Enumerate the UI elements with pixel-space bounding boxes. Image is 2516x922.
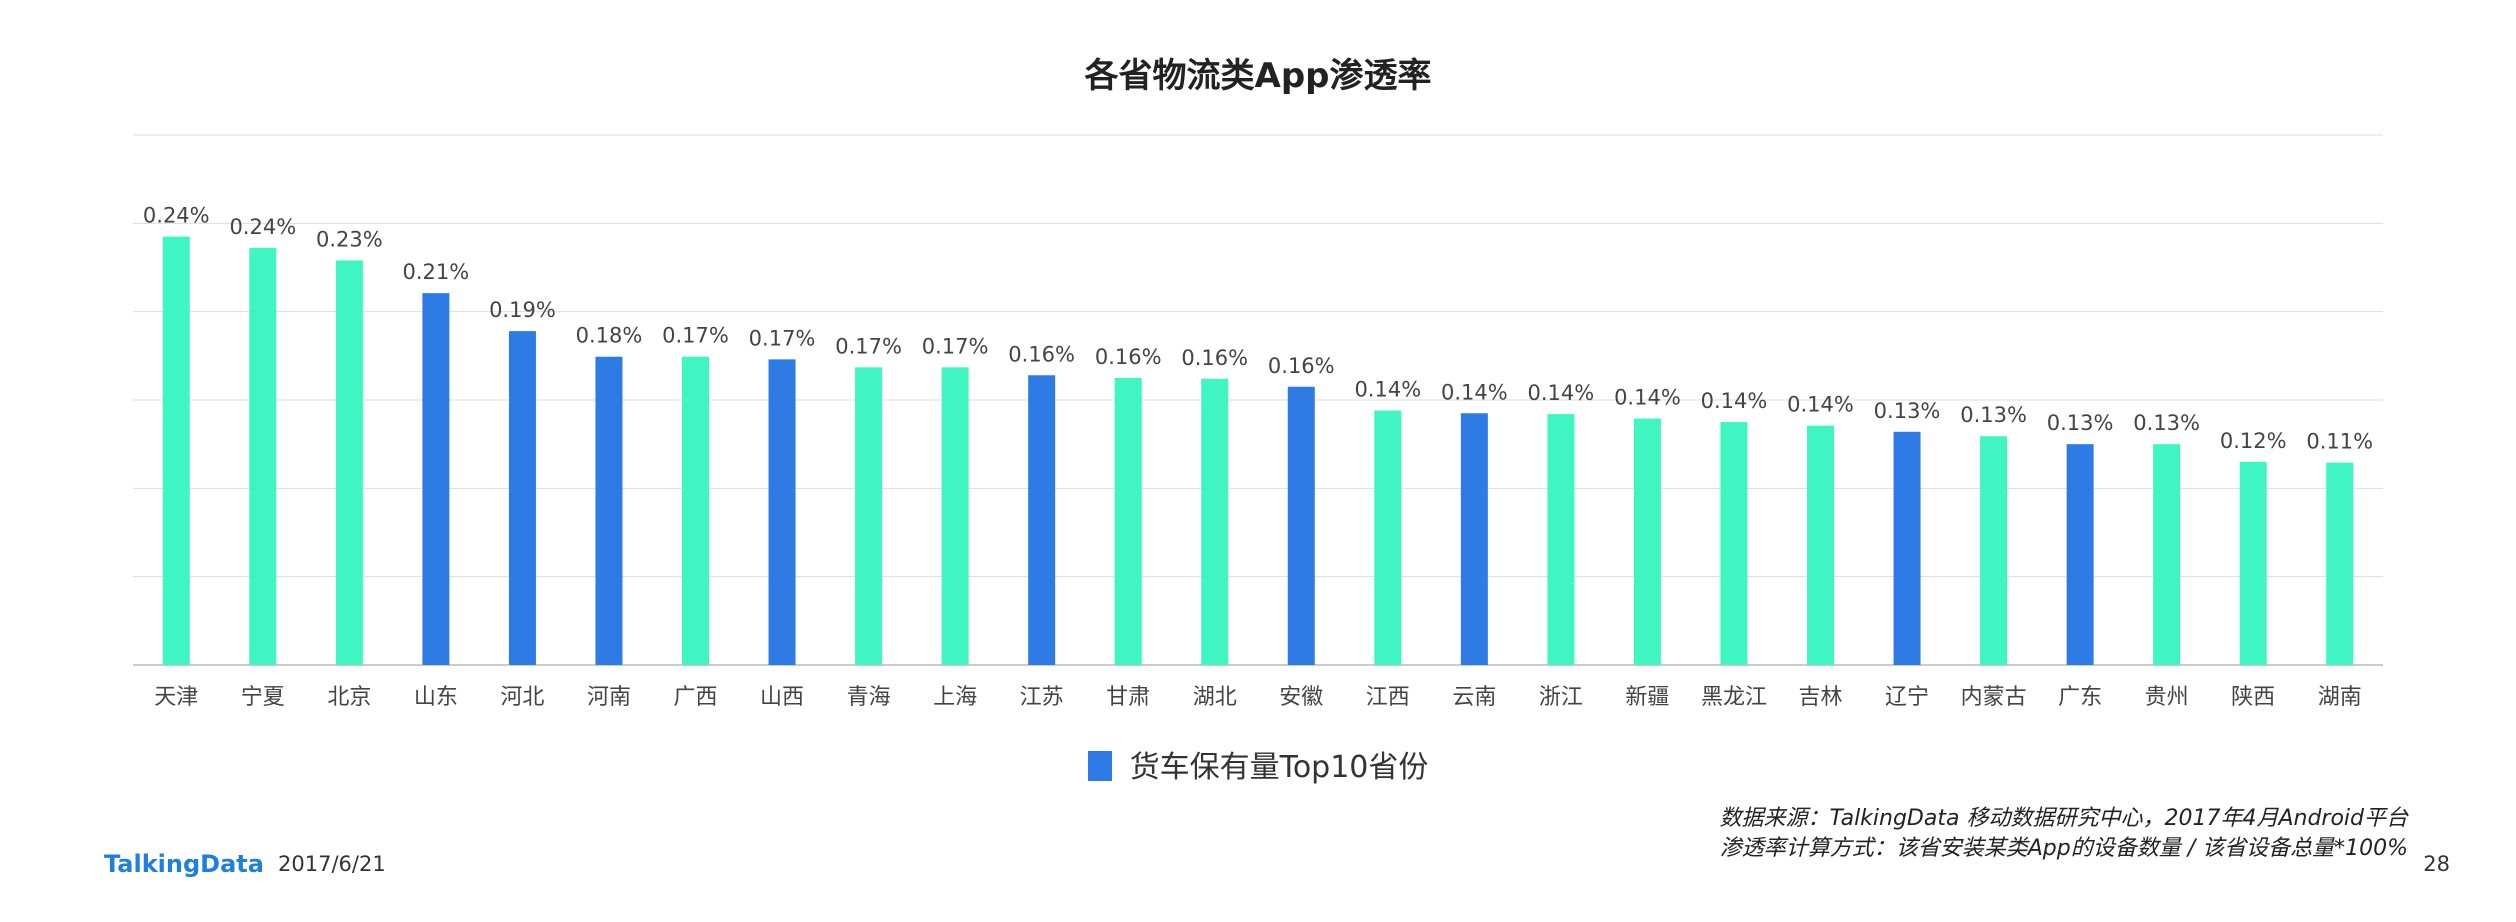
bar-云南 <box>1460 413 1488 665</box>
bar-chart: 0.24% 天津 0.24% 宁夏 0.23% 北京 0.21% 山东 0.19% 河北 0.18%… <box>133 134 2383 710</box>
x-tick-label: 天津 <box>154 685 198 710</box>
bar-吉林 <box>1807 425 1834 665</box>
data-label: 0.14% <box>1528 381 1595 405</box>
data-label: 0.13% <box>2047 411 2114 435</box>
data-label: 0.17% <box>662 324 729 348</box>
x-tick-label: 陕西 <box>2231 685 2275 710</box>
brand-logo: TalkingData <box>104 850 264 878</box>
data-label: 0.19% <box>489 298 556 322</box>
bar-宁夏 <box>249 248 277 666</box>
bar-山东 <box>422 293 450 665</box>
data-label: 0.14% <box>1787 393 1854 417</box>
source-note: 数据来源：TalkingData 移动数据研究中心，2017年4月Android… <box>1719 806 2408 831</box>
x-tick-label: 贵州 <box>2145 685 2189 710</box>
legend-swatch <box>1087 751 1112 781</box>
bar-山西 <box>768 359 796 665</box>
data-label: 0.14% <box>1441 380 1508 404</box>
bar-江西 <box>1374 410 1402 665</box>
bar-北京 <box>335 260 363 665</box>
data-label: 0.16% <box>1268 354 1335 378</box>
x-tick-label: 河南 <box>587 685 631 710</box>
x-tick-label: 辽宁 <box>1885 685 1929 710</box>
bar-内蒙古 <box>1980 436 2008 665</box>
x-tick-label: 内蒙古 <box>1961 685 2027 710</box>
bar-广东 <box>2066 444 2094 665</box>
bar-湖南 <box>2326 462 2354 665</box>
data-label: 0.14% <box>1701 389 1768 413</box>
bar-浙江 <box>1547 414 1575 665</box>
data-label: 0.23% <box>316 227 383 251</box>
data-label: 0.16% <box>1181 346 1248 370</box>
bar-广西 <box>682 356 709 665</box>
legend: 货车保有量Top10省份 <box>0 742 2516 786</box>
report-date: 2017/6/21 <box>278 852 386 876</box>
bar-湖北 <box>1201 378 1229 665</box>
data-label: 0.14% <box>1614 386 1681 410</box>
data-label: 0.18% <box>576 324 643 348</box>
x-tick-label: 江苏 <box>1020 685 1064 710</box>
data-label: 0.14% <box>1354 378 1421 402</box>
data-label: 0.21% <box>403 260 470 284</box>
bar-青海 <box>855 367 883 665</box>
data-label: 0.24% <box>143 204 210 228</box>
x-tick-label: 安徽 <box>1279 685 1323 710</box>
x-tick-label: 宁夏 <box>241 685 285 710</box>
bar-贵州 <box>2153 444 2181 665</box>
bar-陕西 <box>2239 461 2267 665</box>
bar-上海 <box>941 367 969 665</box>
data-label: 0.13% <box>1874 399 1941 423</box>
formula-note: 渗透率计算方式：该省安装某类App的设备数量 / 该省设备总量*100% <box>1719 836 2408 861</box>
x-tick-label: 广西 <box>673 685 717 710</box>
bar-江苏 <box>1028 375 1056 665</box>
data-label: 0.11% <box>2306 430 2373 454</box>
bar-甘肃 <box>1114 377 1142 665</box>
data-label: 0.17% <box>749 326 816 350</box>
x-tick-label: 浙江 <box>1539 685 1583 710</box>
x-tick-label: 北京 <box>327 685 371 710</box>
x-tick-label: 黑龙江 <box>1701 685 1767 710</box>
x-tick-label: 江西 <box>1366 685 1410 710</box>
x-tick-label: 云南 <box>1452 685 1496 710</box>
bar-新疆 <box>1633 418 1661 665</box>
bar-天津 <box>162 236 190 666</box>
bar-河南 <box>595 356 623 665</box>
x-tick-label: 山西 <box>760 685 804 710</box>
x-tick-label: 山东 <box>414 685 458 710</box>
data-label: 0.13% <box>2133 411 2200 435</box>
x-tick-label: 河北 <box>500 685 544 710</box>
bar-安徽 <box>1287 386 1315 665</box>
data-label: 0.17% <box>922 334 989 358</box>
data-label: 0.16% <box>1095 345 1162 369</box>
data-label: 0.16% <box>1008 342 1075 366</box>
x-tick-label: 广东 <box>2058 685 2102 710</box>
chart-title: 各省物流类App渗透率 <box>1084 56 1432 96</box>
x-tick-label: 湖北 <box>1193 685 1237 710</box>
x-tick-label: 吉林 <box>1798 685 1842 710</box>
data-label: 0.13% <box>1960 403 2027 427</box>
data-label: 0.24% <box>229 215 296 239</box>
x-tick-label: 新疆 <box>1625 685 1669 710</box>
x-tick-label: 湖南 <box>2318 685 2362 710</box>
bar-河北 <box>508 331 536 665</box>
page-number: 28 <box>2423 852 2450 876</box>
bar-辽宁 <box>1893 431 1921 665</box>
legend-label: 货车保有量Top10省份 <box>1129 750 1429 785</box>
bar-黑龙江 <box>1720 422 1748 665</box>
data-label: 0.12% <box>2220 429 2287 453</box>
x-tick-label: 青海 <box>847 685 891 710</box>
x-tick-label: 上海 <box>933 685 977 710</box>
data-label: 0.17% <box>835 334 902 358</box>
x-tick-label: 甘肃 <box>1106 685 1150 710</box>
